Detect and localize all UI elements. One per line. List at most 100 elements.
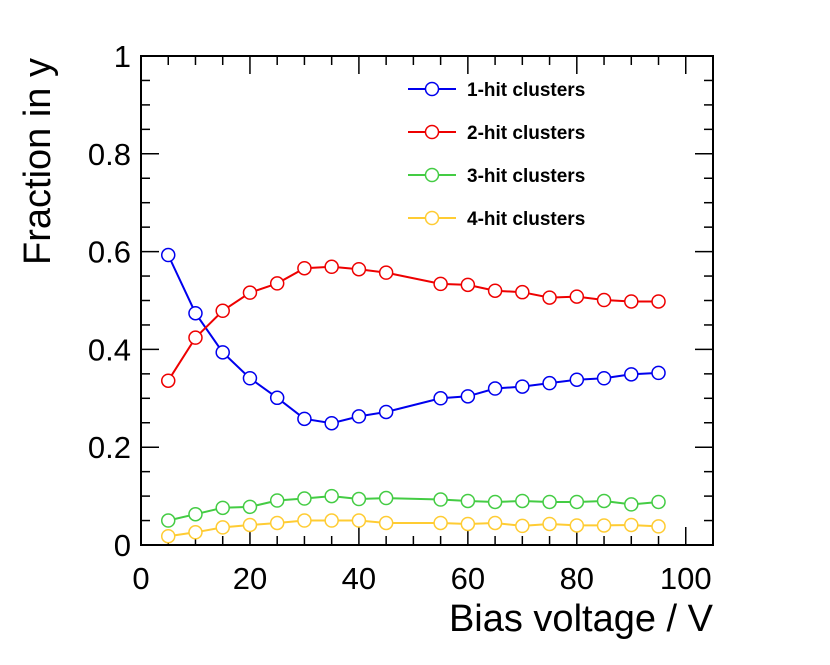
data-point xyxy=(351,513,367,528)
x-tick-label: 80 xyxy=(560,561,594,596)
data-point xyxy=(215,345,230,360)
data-point xyxy=(487,381,503,396)
x-tick-label: 100 xyxy=(660,561,712,596)
data-point xyxy=(324,513,339,528)
data-point xyxy=(433,276,448,292)
y-tick-label: 0.2 xyxy=(88,430,131,465)
data-point xyxy=(242,371,258,386)
x-tick-label: 20 xyxy=(233,561,267,596)
data-point xyxy=(542,375,557,391)
y-tick-label: 0 xyxy=(114,528,131,563)
data-point xyxy=(515,379,530,394)
data-point xyxy=(487,515,503,531)
legend-marker xyxy=(424,167,440,183)
data-point xyxy=(215,303,230,319)
data-point xyxy=(624,517,639,533)
data-point xyxy=(269,390,285,406)
y-tick-label: 0.4 xyxy=(88,332,131,367)
data-point xyxy=(297,411,312,427)
x-tick-label: 60 xyxy=(451,561,485,596)
series-line xyxy=(167,495,659,522)
x-tick-label: 40 xyxy=(342,561,376,596)
data-point xyxy=(433,391,448,406)
data-point xyxy=(269,515,285,531)
data-point xyxy=(542,516,557,532)
data-point xyxy=(324,415,339,431)
data-point xyxy=(188,305,203,321)
y-tick-label: 0.8 xyxy=(88,137,131,172)
data-point xyxy=(433,492,448,507)
x-tick-label: 0 xyxy=(132,561,149,596)
data-point xyxy=(188,525,203,540)
legend-marker xyxy=(424,124,440,140)
data-point xyxy=(569,494,585,510)
y-tick-label: 1 xyxy=(114,39,131,74)
data-point xyxy=(297,491,312,506)
axis-ticks: 0 20 40 60 80 100 0 0.2 0.4 0.6 0.8 1 xyxy=(88,39,714,596)
x-axis-title: Bias voltage / V xyxy=(449,598,714,640)
data-point xyxy=(460,277,476,293)
data-point xyxy=(324,488,339,504)
y-tick-label: 0.6 xyxy=(88,235,131,270)
legend-entry-1: 1-hit clusters xyxy=(408,80,585,101)
data-point xyxy=(515,493,530,509)
data-point xyxy=(351,409,367,424)
data-point xyxy=(542,494,557,510)
data-point xyxy=(624,367,639,382)
data-point xyxy=(651,519,666,534)
data-point xyxy=(188,506,203,522)
data-point xyxy=(460,493,476,509)
data-point xyxy=(160,247,176,263)
data-point xyxy=(596,493,612,509)
data-point xyxy=(378,515,394,531)
data-point xyxy=(515,518,530,534)
data-point xyxy=(624,294,639,309)
legend-label: 2-hit clusters xyxy=(467,123,585,144)
data-point xyxy=(242,285,258,300)
data-point xyxy=(378,404,394,420)
data-point xyxy=(215,500,230,516)
data-point xyxy=(188,330,203,345)
series-line xyxy=(167,254,659,425)
data-point xyxy=(160,513,176,528)
data-point xyxy=(596,371,612,386)
data-point xyxy=(569,289,585,304)
data-point xyxy=(487,494,503,510)
legend-label: 3-hit clusters xyxy=(467,166,585,187)
data-point xyxy=(651,294,666,309)
data-point xyxy=(160,528,176,544)
data-point xyxy=(269,276,285,291)
data-point xyxy=(324,259,339,275)
data-point xyxy=(542,290,557,305)
data-point xyxy=(242,499,258,515)
data-point xyxy=(378,265,394,280)
data-point xyxy=(242,517,258,533)
data-point xyxy=(297,260,312,276)
data-point xyxy=(651,365,666,381)
legend-label: 4-hit clusters xyxy=(467,209,585,230)
series-4 xyxy=(160,513,666,544)
data-series xyxy=(160,247,666,544)
data-point xyxy=(487,283,503,298)
data-point xyxy=(515,284,530,300)
legend-entry-3: 3-hit clusters xyxy=(408,166,585,187)
data-point xyxy=(596,518,612,533)
data-point xyxy=(351,491,367,507)
legend-entry-4: 4-hit clusters xyxy=(408,209,585,230)
data-point xyxy=(651,494,666,510)
series-3 xyxy=(160,488,666,528)
legend: 1-hit clusters 2-hit clusters 3-hit cluste… xyxy=(408,80,585,230)
data-point xyxy=(460,389,476,404)
legend-entry-2: 2-hit clusters xyxy=(408,123,585,144)
series-1 xyxy=(160,247,666,431)
data-point xyxy=(569,372,585,387)
data-point xyxy=(269,493,285,508)
data-point xyxy=(160,373,176,388)
series-line xyxy=(168,519,659,538)
data-point xyxy=(596,292,612,308)
data-point xyxy=(624,497,639,512)
series-2 xyxy=(160,259,666,388)
data-point xyxy=(460,516,476,532)
legend-label: 1-hit clusters xyxy=(467,80,585,101)
